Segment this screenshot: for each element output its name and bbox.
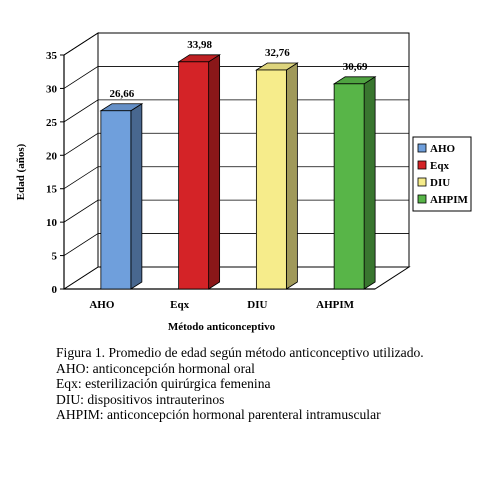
y-tick-label: 35 (46, 50, 58, 62)
y-tick-label: 20 (46, 150, 58, 162)
legend-swatch-diu (417, 177, 427, 187)
caption-line-eqx: Eqx: esterilización quirúrgica femenina (56, 376, 271, 392)
chart-plot: 0 5 10 15 20 25 30 35 26,66 AHO 33,98 Eqx 32,76 DIU 30… (15, 32, 472, 333)
chart-area: 0 5 10 15 20 25 30 35 26,66 AHO 33,98 Eqx 32,76 DIU 30… (15, 32, 472, 333)
caption-line-aho: AHO: anticoncepción hormonal oral (56, 360, 255, 376)
data-label-diu: 32,76 (265, 47, 290, 59)
legend-label-diu: DIU (430, 177, 450, 189)
data-label-aho: 26,66 (110, 88, 135, 100)
legend-label-eqx: Eqx (430, 160, 449, 172)
y-tick-label: 10 (46, 217, 58, 229)
legend-label-ahpim: AHPIM (430, 194, 469, 206)
gridline (63, 166, 409, 190)
bar-side-aho (130, 103, 143, 290)
data-label-ahpim: 30,69 (343, 61, 368, 73)
bar-eqx (178, 61, 210, 290)
figure-caption: Figura 1. Promedio de edad según método … (56, 345, 448, 423)
data-label-eqx: 33,98 (187, 39, 212, 51)
x-tick-label-ahpim: AHPIM (316, 299, 355, 311)
y-tick-label: 25 (46, 117, 58, 129)
legend-swatch-eqx (417, 160, 427, 170)
chart-side-wall (63, 32, 99, 290)
x-tick-label-eqx: Eqx (170, 299, 189, 311)
x-axis-label: Método anticonceptivo (168, 321, 276, 333)
y-tick-label: 30 (46, 83, 58, 95)
y-tick-label: 0 (52, 284, 58, 296)
legend-swatch-aho (417, 143, 427, 153)
y-tick-label: 5 (52, 251, 58, 263)
legend-label-aho: AHO (430, 143, 456, 155)
gridline (63, 66, 409, 89)
bar-diu (255, 69, 287, 290)
bar-aho (100, 110, 132, 290)
y-tick-label: 15 (46, 184, 58, 196)
caption-title: Figura 1. Promedio de edad según método … (56, 345, 424, 360)
bar-side-eqx (208, 54, 221, 290)
bar-side-ahpim (363, 76, 376, 290)
x-tick-label-diu: DIU (247, 299, 267, 311)
caption-line-ahpim: AHPIM: anticoncepción hormonal parentera… (56, 407, 381, 423)
gridline (63, 199, 409, 223)
gridline (63, 32, 409, 56)
gridline (63, 99, 409, 123)
legend-swatch-ahpim (417, 194, 427, 204)
bar-ahpim (333, 83, 365, 290)
bar-side-diu (285, 62, 298, 290)
y-axis-label: Edad (años) (15, 143, 27, 200)
bar-chart: 0 5 10 15 20 25 30 35 26,66 AHO 33,98 Eqx 32,76 DIU 30… (15, 32, 472, 333)
x-tick-label-aho: AHO (89, 299, 115, 311)
gridline (63, 132, 409, 156)
gridline (63, 233, 409, 256)
legend: AHO Eqx DIU AHPIM (412, 136, 472, 212)
caption-line-diu: DIU: dispositivos intrauterinos (56, 391, 225, 407)
